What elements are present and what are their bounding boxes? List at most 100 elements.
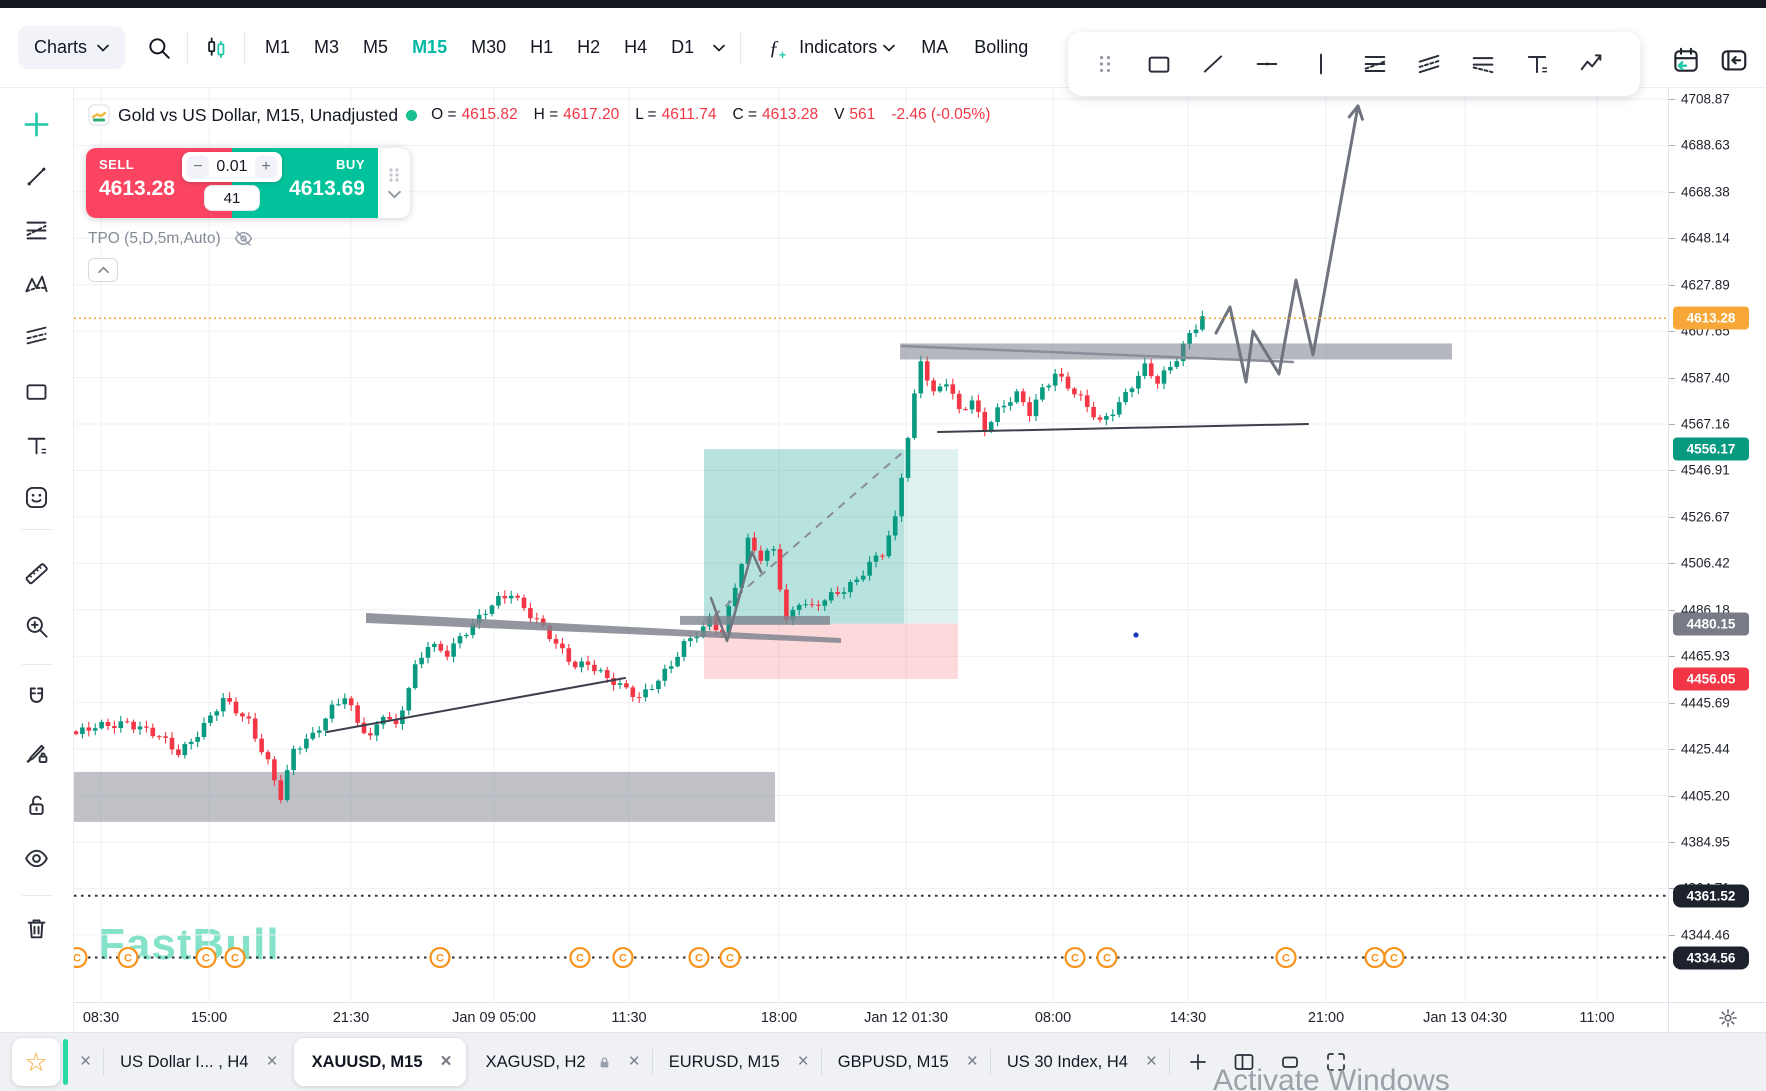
ascending-channel-tool-button[interactable] — [1402, 40, 1456, 88]
tool-brush-lock[interactable] — [15, 730, 59, 774]
search-button[interactable] — [139, 28, 179, 68]
ohlc-key: L = — [635, 106, 657, 123]
horizontal-line-tool-button[interactable] — [1240, 40, 1294, 88]
tool-lock[interactable] — [15, 783, 59, 827]
close-tab-button[interactable]: × — [1145, 1051, 1158, 1072]
legend-collapse-button[interactable] — [88, 258, 118, 282]
lot-minus-button[interactable]: − — [187, 156, 209, 178]
timeframe-m3[interactable]: M3 — [314, 37, 340, 57]
parallel-channel-icon — [26, 326, 47, 344]
ma-indicator-shortcut[interactable]: MA — [921, 37, 949, 57]
tool-eye[interactable] — [15, 836, 59, 880]
symbol-logo-icon[interactable] — [88, 104, 110, 126]
timeframe-m30[interactable]: M30 — [471, 37, 507, 57]
tab-xauusd[interactable]: XAUUSD, M15 × — [293, 1038, 466, 1086]
svg-text:ƒ: ƒ — [769, 37, 779, 59]
tool-zoom-in[interactable] — [15, 604, 59, 648]
bollinger-indicator-shortcut[interactable]: Bolling — [974, 37, 1029, 57]
toolbar-drag-handle[interactable] — [1078, 40, 1132, 88]
trend-line-icon — [27, 167, 46, 185]
tab-us-dollar-i-[interactable]: US Dollar I... , H4 × — [104, 1038, 289, 1086]
lot-size-value[interactable]: 0.01 — [216, 158, 248, 175]
favorites-star-button[interactable]: ☆ — [12, 1038, 60, 1086]
lot-plus-button[interactable]: + — [254, 156, 277, 178]
close-tab-button[interactable]: × — [797, 1051, 809, 1072]
time-tick-label: 18:00 — [760, 1010, 798, 1026]
compare-symbols-button[interactable] — [196, 28, 236, 68]
vertical-line-tool-button[interactable] — [1294, 40, 1348, 88]
ohlc-value: 4617.20 — [563, 106, 620, 123]
lock-icon — [600, 1057, 609, 1067]
symbol-title[interactable]: Gold vs US Dollar, M15, Unadjusted — [118, 104, 399, 125]
trend-line-tool-button[interactable] — [1186, 40, 1240, 88]
tab-us-30-index[interactable]: US 30 Index, H4 × — [991, 1038, 1169, 1086]
tool-parallel-channel[interactable] — [15, 313, 59, 357]
timeframe-h1[interactable]: H1 — [530, 37, 554, 57]
symbol-info-row: Gold vs US Dollar, M15, Unadjusted O = 46… — [88, 104, 990, 126]
tool-trend-line[interactable] — [15, 154, 59, 198]
tool-ruler[interactable] — [15, 551, 59, 595]
tool-fib-retracement[interactable] — [15, 208, 59, 252]
chevron-down-icon — [713, 44, 725, 52]
timeframe-d1[interactable]: D1 — [671, 37, 695, 57]
flat-channel-tool-icon — [1364, 56, 1386, 72]
drawing-tools-sidebar — [0, 88, 74, 1032]
fullscreen-button[interactable] — [1318, 1044, 1354, 1080]
axis-settings-corner — [1668, 1002, 1766, 1032]
price-axis[interactable]: 4708.87 4688.63 4668.38 4648.14 4627.89 4607.… — [1668, 8, 1766, 1032]
close-tab-button[interactable]: × — [440, 1051, 452, 1072]
charts-menu-button[interactable]: Charts — [18, 26, 126, 69]
tool-text[interactable] — [15, 423, 59, 467]
tab-xagusd[interactable]: XAGUSD, H2 × — [470, 1038, 652, 1086]
timeframe-h4[interactable]: H4 — [624, 37, 648, 57]
axis-tick — [1669, 470, 1675, 472]
chevron-down-icon[interactable] — [387, 190, 401, 199]
ohlc-value: 4613.28 — [762, 106, 819, 123]
tool-magnet[interactable] — [15, 675, 59, 719]
timeframe-h2[interactable]: H2 — [577, 37, 601, 57]
close-tab-button[interactable]: × — [966, 1051, 978, 1072]
tpo-indicator-label[interactable]: TPO (5,D,5m,Auto) — [88, 229, 221, 247]
timeframe-m15[interactable]: M15 — [412, 37, 448, 57]
tool-crosshair-plus[interactable] — [15, 102, 59, 146]
tab-eurusd[interactable]: EURUSD, M15 × — [653, 1038, 821, 1086]
divider — [820, 1049, 822, 1075]
timeframe-more-button[interactable] — [706, 28, 732, 68]
tool-trash[interactable] — [15, 906, 59, 950]
add-chart-button[interactable] — [1180, 1044, 1216, 1080]
drag-handle-icon[interactable] — [387, 167, 401, 183]
descending-channel-tool-button[interactable] — [1456, 40, 1510, 88]
time-tick-label: 21:00 — [1307, 1010, 1345, 1026]
buy-label: BUY — [336, 157, 365, 172]
time-tick-label: Jan 09 05:00 — [452, 1010, 536, 1026]
tool-rectangle[interactable] — [15, 369, 59, 413]
flat-channel-tool-button[interactable] — [1348, 40, 1402, 88]
minimize-panel-button[interactable] — [1272, 1044, 1308, 1080]
rectangle-tool-icon — [1148, 56, 1170, 73]
price-tick-label: 4526.67 — [1681, 509, 1730, 525]
calendar-events-button[interactable] — [1664, 38, 1708, 82]
zigzag-arrow-tool-button[interactable] — [1564, 40, 1618, 88]
svg-text:C: C — [202, 952, 210, 964]
collapse-panel-button[interactable] — [1712, 38, 1756, 82]
layout-select-button[interactable] — [1226, 1044, 1262, 1080]
price-tick-label: 4587.40 — [1681, 370, 1730, 386]
close-tab-button[interactable]: × — [628, 1051, 640, 1072]
timeframe-m1[interactable]: M1 — [265, 37, 291, 57]
close-tab-button[interactable]: × — [80, 1051, 92, 1072]
eye-off-icon[interactable] — [233, 228, 254, 249]
indicators-button[interactable]: ƒ + Indicators — [763, 36, 896, 60]
tab-gbpusd[interactable]: GBPUSD, M15 × — [822, 1038, 990, 1086]
gear-icon[interactable] — [1717, 1007, 1739, 1029]
price-badge-4480-15: 4480.15 — [1673, 612, 1749, 636]
close-tab-button[interactable]: × — [266, 1051, 278, 1072]
text-tool-button[interactable] — [1510, 40, 1564, 88]
timeframe-m5[interactable]: M5 — [363, 37, 389, 57]
tool-xabcd-pattern[interactable] — [15, 262, 59, 306]
copyright-mark — [719, 946, 741, 969]
rectangle-tool-button[interactable] — [1132, 40, 1186, 88]
time-axis[interactable]: 08:30 15:00 21:30 Jan 09 05:00 11:30 18:00 Jan… — [0, 1002, 1668, 1032]
ohlc-value: 4611.74 — [661, 106, 717, 123]
tool-emoji[interactable] — [15, 475, 59, 519]
